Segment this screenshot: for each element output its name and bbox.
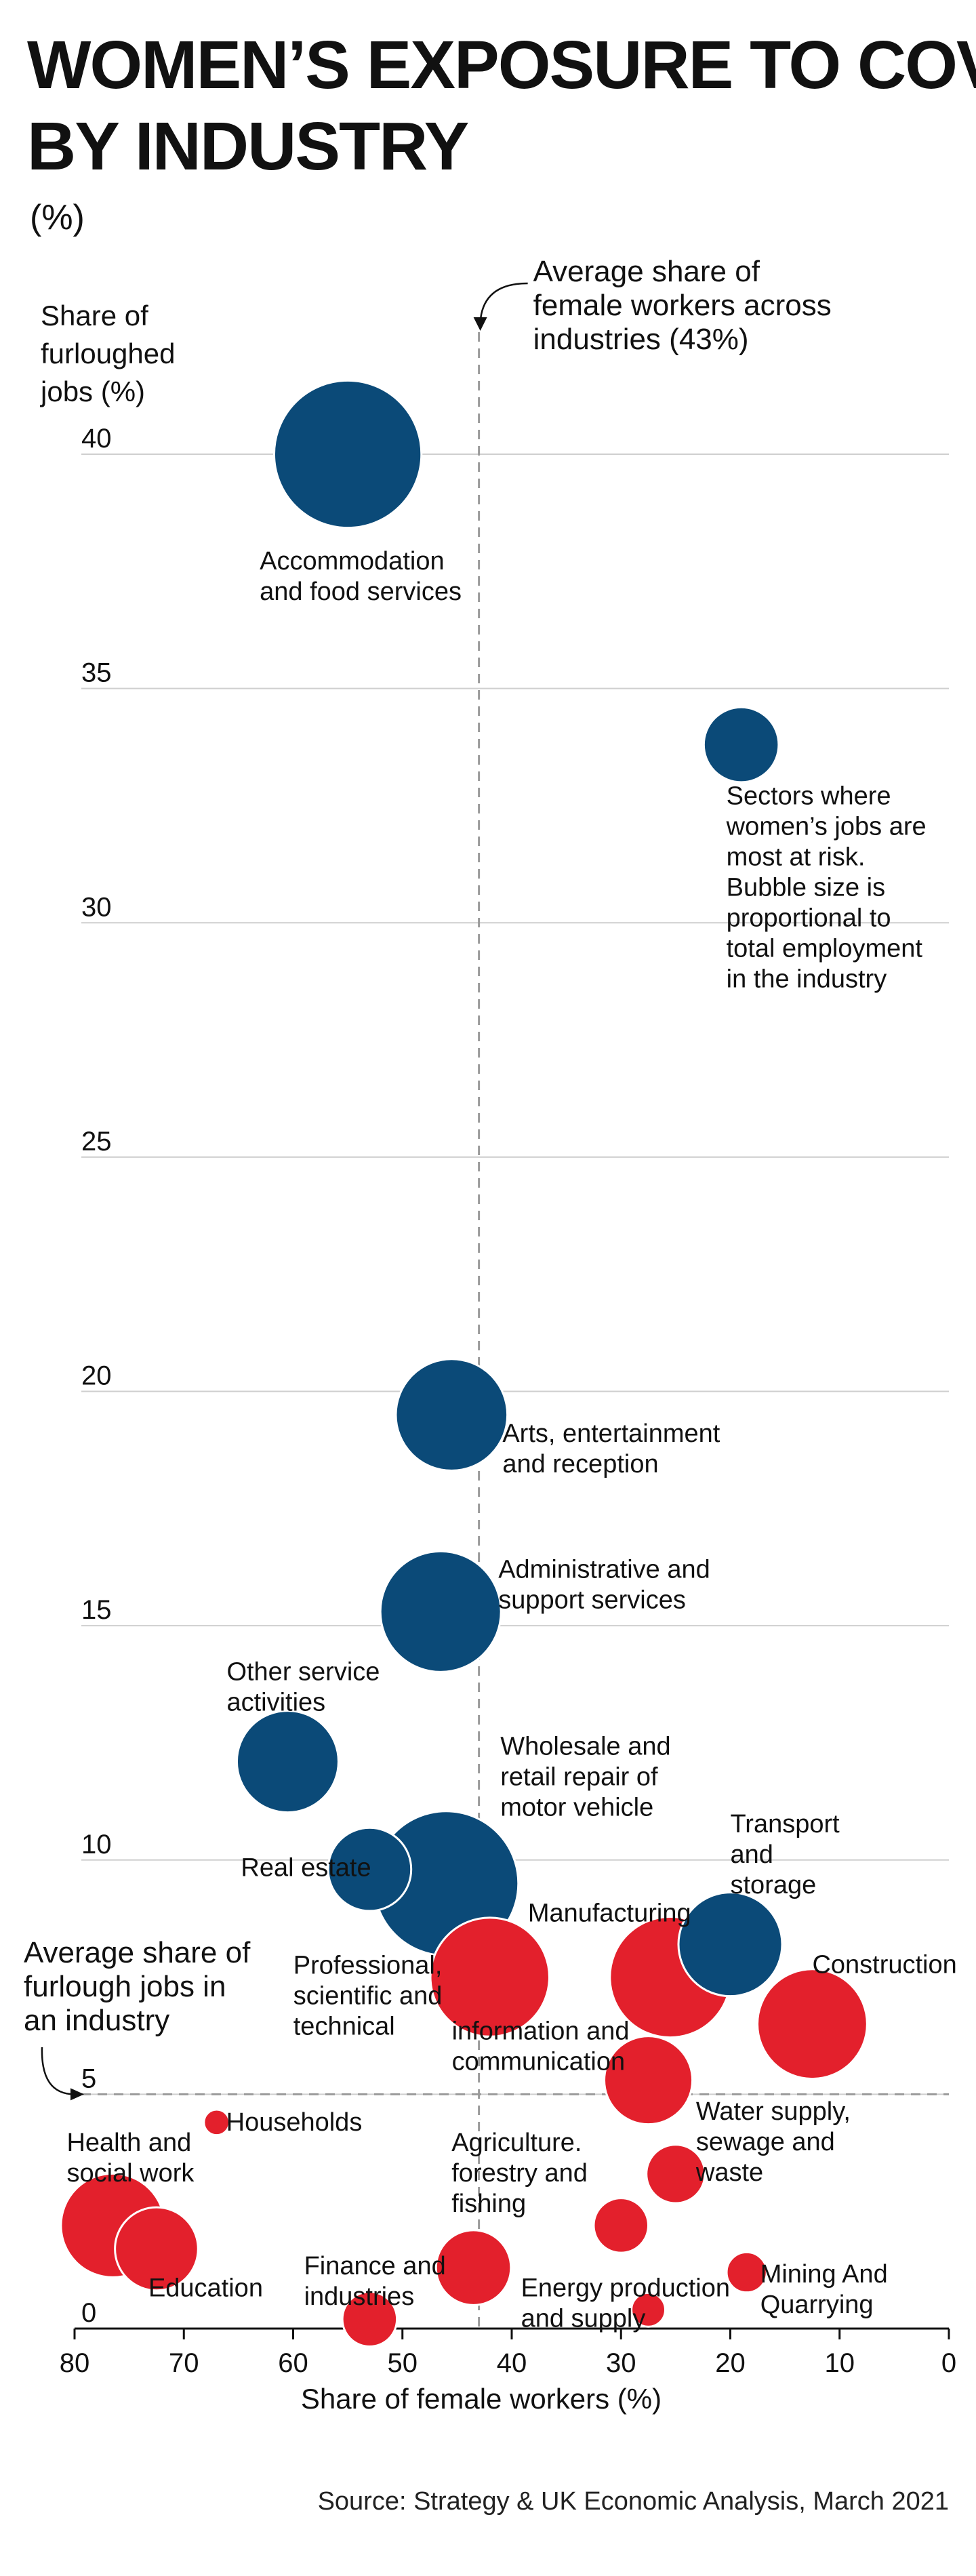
chart-title: WOMEN’S EXPOSURE TO COVID-19 BY INDUSTRY [27, 27, 976, 184]
avg-furlough-share-note: Average share of furlough jobs in an indus… [24, 1936, 251, 2037]
y-axis-label-line-1: Share of [41, 300, 148, 331]
y-tick-label: 30 [81, 892, 112, 922]
bubble [341, 2291, 399, 2348]
bubbles [60, 379, 868, 2348]
x-tick-label: 80 [60, 2348, 90, 2378]
bubble [677, 1891, 784, 1998]
bubble-label: information and communication [452, 2017, 630, 2076]
bubble [630, 2291, 666, 2328]
bubble-label: Manufacturing [528, 1899, 691, 1928]
y-axis-label-line-3: jobs (%) [39, 376, 145, 407]
y-tick-label: 5 [81, 2064, 96, 2093]
x-tick-label: 30 [606, 2348, 636, 2378]
bubble [592, 2197, 650, 2254]
y-tick-labels: 0 5 10 15 20 25 30 35 40 [81, 424, 112, 2328]
x-tick-label: 20 [715, 2348, 746, 2378]
legend-note: Sectors where women’s jobs are most at ris… [726, 782, 927, 994]
bubble [702, 706, 780, 784]
bubble [272, 379, 423, 529]
bubble-label: Health and social work [66, 2129, 195, 2188]
bubble-label: Households [226, 2108, 363, 2137]
y-tick-label: 35 [81, 658, 112, 688]
bubble-label: Construction [812, 1951, 956, 1979]
bubble-label: Accommodation and food services [260, 547, 462, 606]
bubble-labels: Accommodation and food services Arts, ente… [66, 547, 956, 2333]
bubble-label: Real estate [241, 1854, 371, 1883]
annotations: Sectors where women’s jobs are most at ris… [24, 255, 927, 2101]
source-note: Source: Strategy & UK Economic Analysis,… [318, 2487, 949, 2516]
bubble [394, 1358, 509, 1472]
bubble-label: Mining And Quarrying [760, 2260, 888, 2319]
bubble-label: Wholesale and retail repair of motor vehic… [500, 1732, 670, 1822]
bubble-label: Professional, scientific and technical [293, 1952, 443, 2041]
bubble [434, 2229, 512, 2306]
bubble [114, 2206, 199, 2292]
avg-female-share-arrow [479, 282, 528, 323]
y-tick-label: 0 [81, 2298, 96, 2328]
bubble [756, 1968, 868, 2080]
gridlines [81, 454, 949, 2095]
y-axis-label-line-2: furloughed [41, 338, 176, 369]
bubble-label: Water supply, sewage and waste [695, 2097, 851, 2187]
bubble [235, 1710, 340, 1814]
bubble-label: Education [148, 2274, 263, 2302]
y-axis-label: Share of furloughed jobs (%) [39, 300, 176, 407]
x-axis: 80 70 60 50 40 30 20 10 0 [60, 2327, 956, 2378]
avg-female-share-note: Average share of female workers across ind… [533, 255, 832, 356]
bubble-label: Transport and storage [731, 1810, 840, 1899]
bubble-label: Other service activities [226, 1658, 380, 1717]
bubble-label: Administrative and support services [498, 1555, 710, 1614]
x-tick-label: 50 [388, 2348, 418, 2378]
bubble [725, 2251, 768, 2294]
bubble-label: Energy production and supply [521, 2274, 730, 2333]
bubble-label: Finance and industries [304, 2252, 446, 2311]
y-tick-label: 10 [81, 1830, 112, 1859]
chart-subtitle: (%) [30, 198, 85, 237]
bubble-label: Agriculture. forestry and fishing [451, 2129, 588, 2218]
x-tick-label: 10 [825, 2348, 855, 2378]
x-axis-label: Share of female workers (%) [301, 2383, 662, 2415]
x-tick-label: 40 [497, 2348, 527, 2378]
bubble [429, 1916, 550, 2038]
y-tick-label: 15 [81, 1595, 112, 1625]
chart-title-line-2: BY INDUSTRY [27, 108, 469, 184]
bubble [327, 1826, 413, 1912]
avg-furlough-share-arrowhead [70, 2088, 84, 2101]
y-tick-label: 20 [81, 1361, 112, 1391]
avg-female-share-arrowhead [473, 317, 487, 331]
y-tick-label: 40 [81, 424, 112, 454]
bubble-label: Arts, entertainment and reception [502, 1420, 720, 1478]
x-tick-label: 70 [169, 2348, 199, 2378]
bubble [645, 2144, 706, 2205]
chart-title-line-1: WOMEN’S EXPOSURE TO COVID-19 [27, 27, 976, 103]
bubble [379, 1550, 502, 1673]
x-tick-label: 60 [278, 2348, 308, 2378]
bubble [603, 2035, 694, 2126]
x-tick-label: 0 [941, 2348, 956, 2378]
bubble [203, 2108, 230, 2137]
y-tick-label: 25 [81, 1127, 112, 1156]
avg-furlough-share-arrow [41, 2047, 75, 2095]
